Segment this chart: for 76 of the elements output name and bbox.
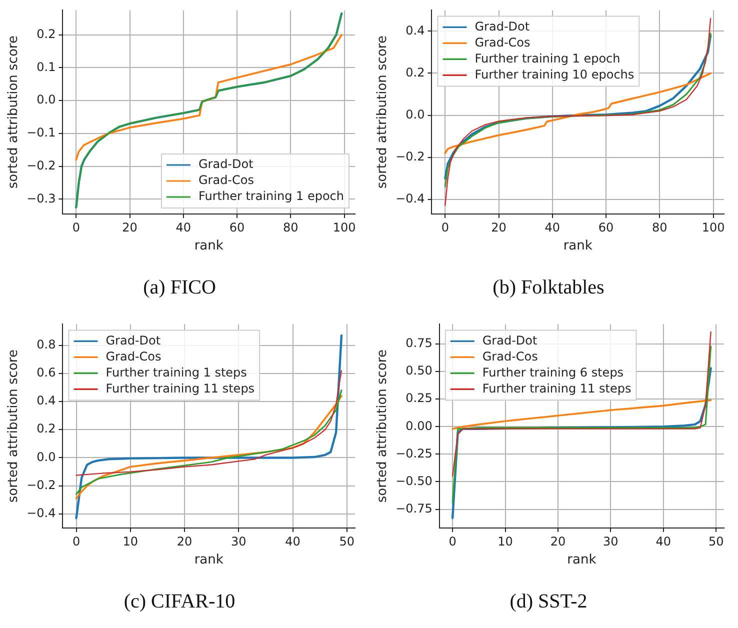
y-tick-label: −0.2 bbox=[26, 158, 56, 172]
y-tick-label: 0.4 bbox=[36, 394, 56, 408]
legend-label: Further training 1 steps bbox=[106, 365, 247, 380]
x-axis-title: rank bbox=[563, 238, 593, 254]
legend-label: Grad-Cos bbox=[482, 349, 538, 364]
text: (b) Folktables bbox=[492, 276, 605, 298]
y-tick-label: −0.50 bbox=[396, 474, 432, 488]
x-axis-title: rank bbox=[567, 552, 597, 568]
x-tick-label: 10 bbox=[498, 534, 513, 548]
x-tick-label: 80 bbox=[283, 220, 298, 234]
y-tick-label: 0.4 bbox=[406, 23, 425, 38]
x-tick-label: 40 bbox=[285, 534, 300, 548]
y-tick-label: −0.2 bbox=[26, 478, 56, 492]
x-tick-label: 40 bbox=[656, 534, 672, 548]
y-tick-label: 0.50 bbox=[406, 364, 432, 378]
legend-label: Grad-Dot bbox=[482, 333, 538, 348]
y-tick-label: 0.0 bbox=[36, 92, 56, 107]
x-tick-label: 0 bbox=[72, 534, 80, 548]
y-tick-label: −0.4 bbox=[26, 506, 56, 520]
x-tick-label: 50 bbox=[339, 534, 355, 548]
y-tick-label: 0.6 bbox=[36, 366, 56, 380]
y-tick-label: 0.2 bbox=[36, 26, 56, 41]
y-tick-label: −0.75 bbox=[396, 501, 432, 516]
x-tick-label: 0 bbox=[441, 220, 449, 234]
y-axis-title: sorted attribution score bbox=[6, 350, 22, 503]
x-tick-label: 0 bbox=[448, 534, 456, 548]
x-tick-label: 60 bbox=[229, 220, 245, 234]
x-tick-label: 100 bbox=[702, 220, 725, 234]
y-tick-label: 0.00 bbox=[406, 418, 432, 433]
legend-label: Further training 10 epochs bbox=[474, 67, 634, 82]
x-tick-label: 20 bbox=[491, 220, 506, 234]
legend-label: Grad-Dot bbox=[474, 19, 530, 34]
y-tick-label: 0.2 bbox=[406, 65, 425, 80]
y-axis-title: sorted attribution score bbox=[6, 36, 22, 189]
x-tick-label: 30 bbox=[230, 534, 246, 548]
legend-label: Further training 11 steps bbox=[482, 381, 632, 396]
text: (a) FICO bbox=[143, 276, 216, 298]
y-tick-label: −0.1 bbox=[26, 126, 56, 140]
x-tick-label: 80 bbox=[652, 220, 668, 234]
y-axis-title: sorted attribution score bbox=[375, 350, 390, 503]
y-tick-label: 0.2 bbox=[36, 422, 56, 436]
x-tick-label: 40 bbox=[176, 220, 192, 234]
y-tick-label: 0.0 bbox=[406, 107, 425, 122]
x-tick-label: 40 bbox=[544, 220, 560, 234]
legend-label: Further training 1 epoch bbox=[474, 51, 620, 66]
legend-label: Further training 1 epoch bbox=[198, 189, 344, 204]
legend-label: Grad-Dot bbox=[106, 333, 161, 348]
y-tick-label: 0.25 bbox=[406, 391, 432, 406]
y-tick-label: −0.4 bbox=[396, 191, 425, 206]
text: (c) CIFAR-10 bbox=[124, 590, 236, 612]
text: (d) SST-2 bbox=[510, 590, 588, 612]
y-tick-label: 0.8 bbox=[36, 337, 56, 352]
y-tick-label: 0.0 bbox=[36, 450, 56, 464]
legend-label: Further training 11 steps bbox=[106, 381, 255, 396]
y-tick-label: −0.2 bbox=[396, 149, 425, 164]
x-axis-title: rank bbox=[194, 238, 224, 254]
x-tick-label: 30 bbox=[603, 534, 618, 548]
x-tick-label: 20 bbox=[550, 534, 566, 548]
y-tick-label: −0.3 bbox=[26, 191, 56, 206]
x-tick-label: 60 bbox=[598, 220, 614, 234]
x-tick-label: 50 bbox=[708, 534, 724, 548]
legend-label: Further training 6 steps bbox=[482, 365, 624, 380]
y-tick-label: 0.75 bbox=[406, 336, 432, 350]
x-tick-label: 0 bbox=[72, 220, 80, 234]
x-axis-title: rank bbox=[194, 552, 224, 568]
y-axis-title: sorted attribution score bbox=[375, 36, 390, 189]
x-tick-label: 20 bbox=[176, 534, 192, 548]
legend-label: Grad-Cos bbox=[474, 35, 530, 50]
legend-label: Grad-Cos bbox=[198, 173, 254, 188]
x-tick-label: 10 bbox=[122, 534, 138, 548]
x-tick-label: 20 bbox=[122, 220, 138, 234]
x-tick-label: 100 bbox=[332, 220, 356, 234]
y-tick-label: −0.25 bbox=[396, 446, 432, 460]
y-tick-label: 0.1 bbox=[36, 60, 56, 74]
legend-label: Grad-Dot bbox=[198, 157, 254, 172]
legend-label: Grad-Cos bbox=[106, 349, 162, 364]
